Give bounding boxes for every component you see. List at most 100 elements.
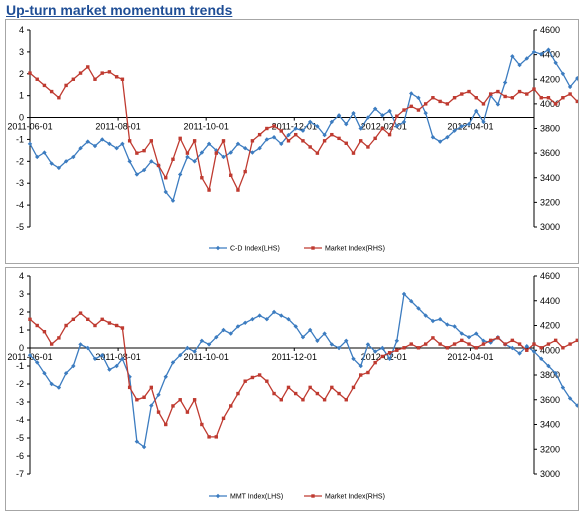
chart-0-series-1-point [445,102,450,106]
chart-1-right-tick-label: 4600 [540,271,560,281]
chart-0-series-0-point [271,135,277,140]
chart-1-series-1-point [265,379,269,383]
chart-1-series-0-point [430,318,436,324]
chart-0-series-0-point [257,146,262,151]
chart-0-series-1-point [178,136,182,141]
chart-1-left-tick-label: -4 [16,415,24,425]
chart-0-series-0-point [502,80,508,85]
chart-0-series-1-point [114,75,119,79]
chart-0-right-tick-label: 3000 [540,222,560,232]
chart-0-series-1-point [149,139,154,143]
chart-0-series-1-point [496,89,500,94]
chart-0-series-0-point [481,119,486,125]
chart-0-series-1-point [28,71,32,75]
chart-1-series-1-point [315,391,320,396]
chart-0-series-1-point [120,77,125,81]
chart-0-series-0-point [372,106,378,111]
chart-0-series-0-point [78,146,83,151]
chart-1-right-tick-label: 3800 [540,370,560,380]
chart-1-series-0-point [163,374,168,379]
chart-0-series-0-point [401,119,407,125]
chart-0-legend: C-D Index(LHS) Market Index(RHS) [209,246,385,253]
chart-1-series-1-point [373,360,377,365]
chart-0-series-1-point [127,139,132,143]
chart-1-series-1-point [553,338,558,343]
chart-0-series-1-point [568,92,572,96]
chart-1-series-0-point [63,371,69,376]
chart-1-series-1-point [460,338,464,343]
chart-0-series-0-point [322,132,327,138]
chart-0-series-1-point [214,151,218,155]
chart-0-series-1-point [308,145,312,149]
chart-0-series-0-point [235,141,241,147]
chart-0-series-0-point [517,62,522,68]
chart-1-series-0-point [228,331,233,336]
chart-1-series-0-point [192,349,197,354]
chart-0-series-0-point [336,113,342,118]
chart-0-left-tick-label: -4 [16,200,24,210]
chart-0-x-tick-label: 2011-12-01 [272,122,317,132]
chart-1-series-1-point [207,435,211,439]
chart-1-series-0-point [322,331,327,336]
chart-1-series-1-point [380,354,385,359]
chart-0-right-tick-label: 3800 [540,124,560,134]
chart-1-series-1-point [409,342,413,346]
chart-0-series-1-point [546,96,551,100]
chart-1-x-tick-label: 2012-04-01 [447,352,493,362]
chart-0-series-0-point [575,75,578,81]
chart-0-series-0-point [141,167,147,173]
chart-0-right-tick-label: 3400 [540,173,560,183]
chart-1-series-0-point [214,335,219,340]
chart-1-legend: MMT Index(LHS) Market Index(RHS) [209,494,385,501]
chart-1-series-0-point [560,385,566,390]
chart-1-series-1-point [539,346,543,350]
chart-1-series-0-point [351,356,356,361]
chart-1-left-tick-label: -6 [16,451,24,461]
chart-1-series-0-point [336,345,342,351]
chart-0-legend-marker-0 [215,245,221,251]
chart-1-series-1-point [71,317,76,322]
chart-0-series-1-point [402,108,406,112]
chart-0-left-tick-label: -2 [16,156,24,166]
chart-0-left-tick-label: -5 [16,222,24,232]
chart-0-series-0-point [100,137,105,142]
chart-0-series-1-point [71,77,76,81]
chart-1-series-0-point [358,363,363,369]
chart-1-series-1-point [200,422,204,427]
page-title: Up-turn market momentum trends [6,2,233,18]
chart-0-x-tick-label: 2011-08-01 [95,122,140,132]
chart-0-series-0-point [206,141,212,147]
chart-1-legend-marker-1 [311,494,315,498]
chart-0-legend-marker-1 [311,246,315,250]
chart-0-series-0-point [192,159,197,164]
chart-1-series-1-point [575,338,578,343]
chart-0-series-0-point [250,150,255,155]
chart-0-series-0-point [466,121,472,127]
chart-1-series-0-point [206,342,212,347]
chart-0-series-1-point [322,139,327,143]
chart-0-series-0-point [221,154,226,160]
chart-0-series-0-point [524,56,529,61]
chart-0-series-1-point [395,114,399,118]
chart-0-series-1-point [431,96,435,100]
chart-0-series-1-point [64,83,68,88]
chart-1-series-1-point [107,321,112,325]
chart-1-left-tick-label: 3 [19,289,24,299]
chart-1-series-0-point [107,367,112,372]
chart-1-series-1-point [467,342,471,346]
chart-1-series-1-point [359,373,363,377]
chart-0-series-0-point [560,71,566,76]
chart-0-series-1-point [503,94,507,99]
chart-0-series-0-point [567,84,573,90]
chart-1-series-1-point [114,323,119,328]
chart-0-series-1-point [164,176,168,180]
chart-1-series-1-point [221,416,226,421]
chart-0-series-0-point [452,128,457,133]
chart-0-series-0-point [286,132,291,138]
chart-0-series-1-point [207,188,211,192]
chart-1-left-tick-label: -7 [16,469,24,479]
chart-1-series-0-point [293,324,298,329]
chart-0-series-0-point [177,172,183,177]
chart-0-right-tick-label: 4200 [540,74,560,84]
chart-0-series-0-point [329,119,335,125]
